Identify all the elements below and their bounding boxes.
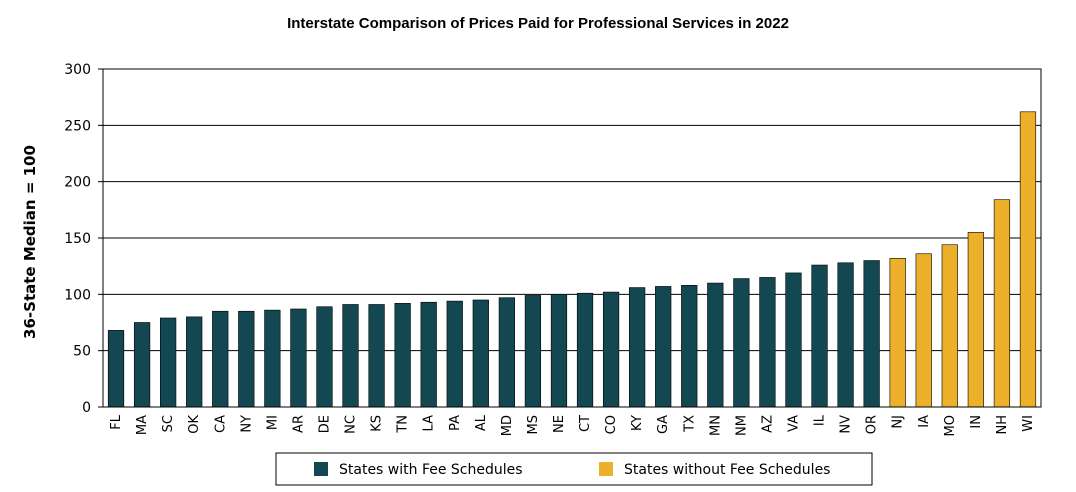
bar-mo [941,244,958,408]
bar-nv [837,262,854,408]
x-tick-label-co: CO [604,415,619,434]
bar-ct [576,292,594,408]
bar-ma [133,322,151,408]
bar-al [472,299,489,408]
x-tick-label-ct: CT [578,415,593,432]
x-tick-label-pa: PA [448,415,463,431]
legend-swatch-without-fee-schedules [599,462,613,476]
bar-nh [993,199,1011,408]
x-tick-label-ok: OK [187,415,202,434]
x-tick-label-mn: MN [708,415,723,436]
legend-label-with-fee-schedules: States with Fee Schedules [339,462,523,478]
x-tick-label-nm: NM [734,415,749,436]
y-axis-ticks: 0 50 100 150 200 250 300 [64,62,103,416]
bar-tn [394,303,411,408]
bar-la [420,301,437,408]
plot-frame [102,68,1042,408]
bar-ne [550,294,568,408]
bar-nm [733,278,750,408]
x-tick-label-mo: MO [943,415,958,436]
y-tick-label: 100 [64,287,91,303]
x-tick-label-md: MD [500,415,515,436]
bar-ar [290,308,307,408]
x-tick-label-or: OR [865,415,880,434]
x-tick-label-ne: NE [552,415,567,433]
x-tick-label-ar: AR [291,415,306,433]
gridlines [103,124,1041,352]
bar-pa [446,300,463,408]
x-tick-label-ny: NY [239,415,254,433]
bar-nc [342,304,359,408]
x-tick-label-de: DE [317,415,332,433]
bar-va [785,272,802,408]
x-tick-label-mi: MI [265,415,280,430]
y-tick-label: 300 [64,62,91,78]
x-tick-label-nh: NH [995,415,1010,435]
legend-label-without-fee-schedules: States without Fee Schedules [624,462,830,478]
x-tick-label-ia: IA [917,415,932,428]
bar-ks [368,304,385,408]
bar-nj [889,257,906,408]
x-tick-label-sc: SC [161,415,176,432]
bar-in [967,232,984,408]
x-tick-label-nv: NV [839,415,854,434]
bar-mn [707,282,724,408]
x-tick-label-ks: KS [370,415,385,432]
y-tick-label: 50 [73,344,91,360]
x-tick-label-ca: CA [213,415,228,433]
bar-ky [629,287,646,408]
x-tick-label-tn: TN [396,415,411,434]
bar-sc [160,317,177,408]
legend-swatch-with-fee-schedules [314,462,328,476]
x-tick-label-ga: GA [656,415,671,434]
y-tick-label: 0 [82,400,91,416]
bar-az [759,277,776,408]
x-tick-label-wi: WI [1021,415,1036,432]
bar-de [316,306,333,408]
y-tick-label: 150 [64,231,91,247]
bar-wi [1019,111,1037,408]
bar-ga [655,286,672,408]
y-axis-label: 36-State Median = 100 [21,145,39,339]
bar-tx [681,285,698,408]
chart-title: Interstate Comparison of Prices Paid for… [287,15,789,32]
legend: States with Fee Schedules States without… [275,452,873,486]
x-tick-label-az: AZ [760,415,775,433]
x-tick-label-fl: FL [109,414,124,429]
bar-md [498,297,515,408]
x-axis-labels: FL MA SC OK CA NY MI AR DE NC KS TN LA PA AL MD MS NE CT CO… [109,414,1036,436]
bars [107,111,1037,408]
legend-box [275,452,873,486]
x-tick-label-va: VA [786,415,801,432]
y-tick-label: 200 [64,175,91,191]
bar-ok [186,316,203,408]
bar-co [602,291,620,408]
x-tick-label-ma: MA [135,415,150,435]
bar-ms [524,295,542,408]
x-tick-label-nj: NJ [891,415,906,429]
bar-ny [238,310,255,408]
bar-fl [107,330,125,408]
x-tick-label-al: AL [474,414,489,431]
x-tick-label-il: IL [813,414,828,426]
x-tick-label-in: IN [969,415,984,429]
x-tick-label-ky: KY [630,415,645,431]
x-tick-label-la: LA [422,415,437,432]
x-tick-label-ms: MS [526,415,541,434]
bar-or [863,260,880,408]
x-tick-label-nc: NC [344,415,359,434]
y-tick-label: 250 [64,118,91,134]
bar-mi [264,309,281,408]
x-tick-label-tx: TX [682,415,697,433]
bar-ia [915,253,932,408]
bar-il [811,264,828,408]
bar-ca [212,310,229,408]
